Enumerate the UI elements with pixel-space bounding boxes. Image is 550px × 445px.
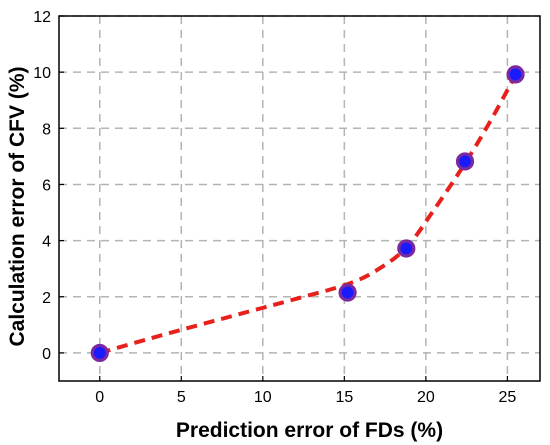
y-axis-label: Calculation error of CFV (%): [6, 66, 29, 346]
data-point-0: [90, 343, 109, 363]
x-tick-label-0: 0: [95, 389, 104, 406]
x-tick-label-5: 5: [177, 389, 186, 406]
data-point-2: [397, 239, 416, 258]
axis-ticks: [59, 15, 508, 381]
x-axis-label: Prediction error of FDs (%): [176, 419, 443, 442]
data-point-4: [506, 65, 525, 84]
x-tick-label-20: 20: [417, 389, 435, 406]
fit-line: [99, 74, 518, 355]
data-point-3: [455, 152, 475, 171]
x-tick-label-15: 15: [335, 389, 353, 406]
data-point-1: [338, 283, 357, 302]
y-tick-label-6: 6: [42, 177, 51, 194]
y-tick-label-8: 8: [42, 121, 51, 138]
x-tick-label-10: 10: [254, 389, 272, 406]
y-tick-label-4: 4: [42, 234, 51, 251]
plot-frame: [58, 15, 541, 382]
y-tick-label-0: 0: [42, 346, 51, 363]
fit-line-group: [99, 74, 518, 355]
y-tick-label-2: 2: [42, 290, 51, 307]
data-points: [90, 65, 525, 363]
grid: [59, 15, 540, 381]
x-tick-label-25: 25: [498, 389, 516, 406]
tick-labels: 0 5 10 15 20 25 0 2 4 6 8 10 12: [33, 9, 516, 406]
y-tick-label-10: 10: [33, 65, 51, 82]
y-tick-label-12: 12: [33, 9, 51, 26]
